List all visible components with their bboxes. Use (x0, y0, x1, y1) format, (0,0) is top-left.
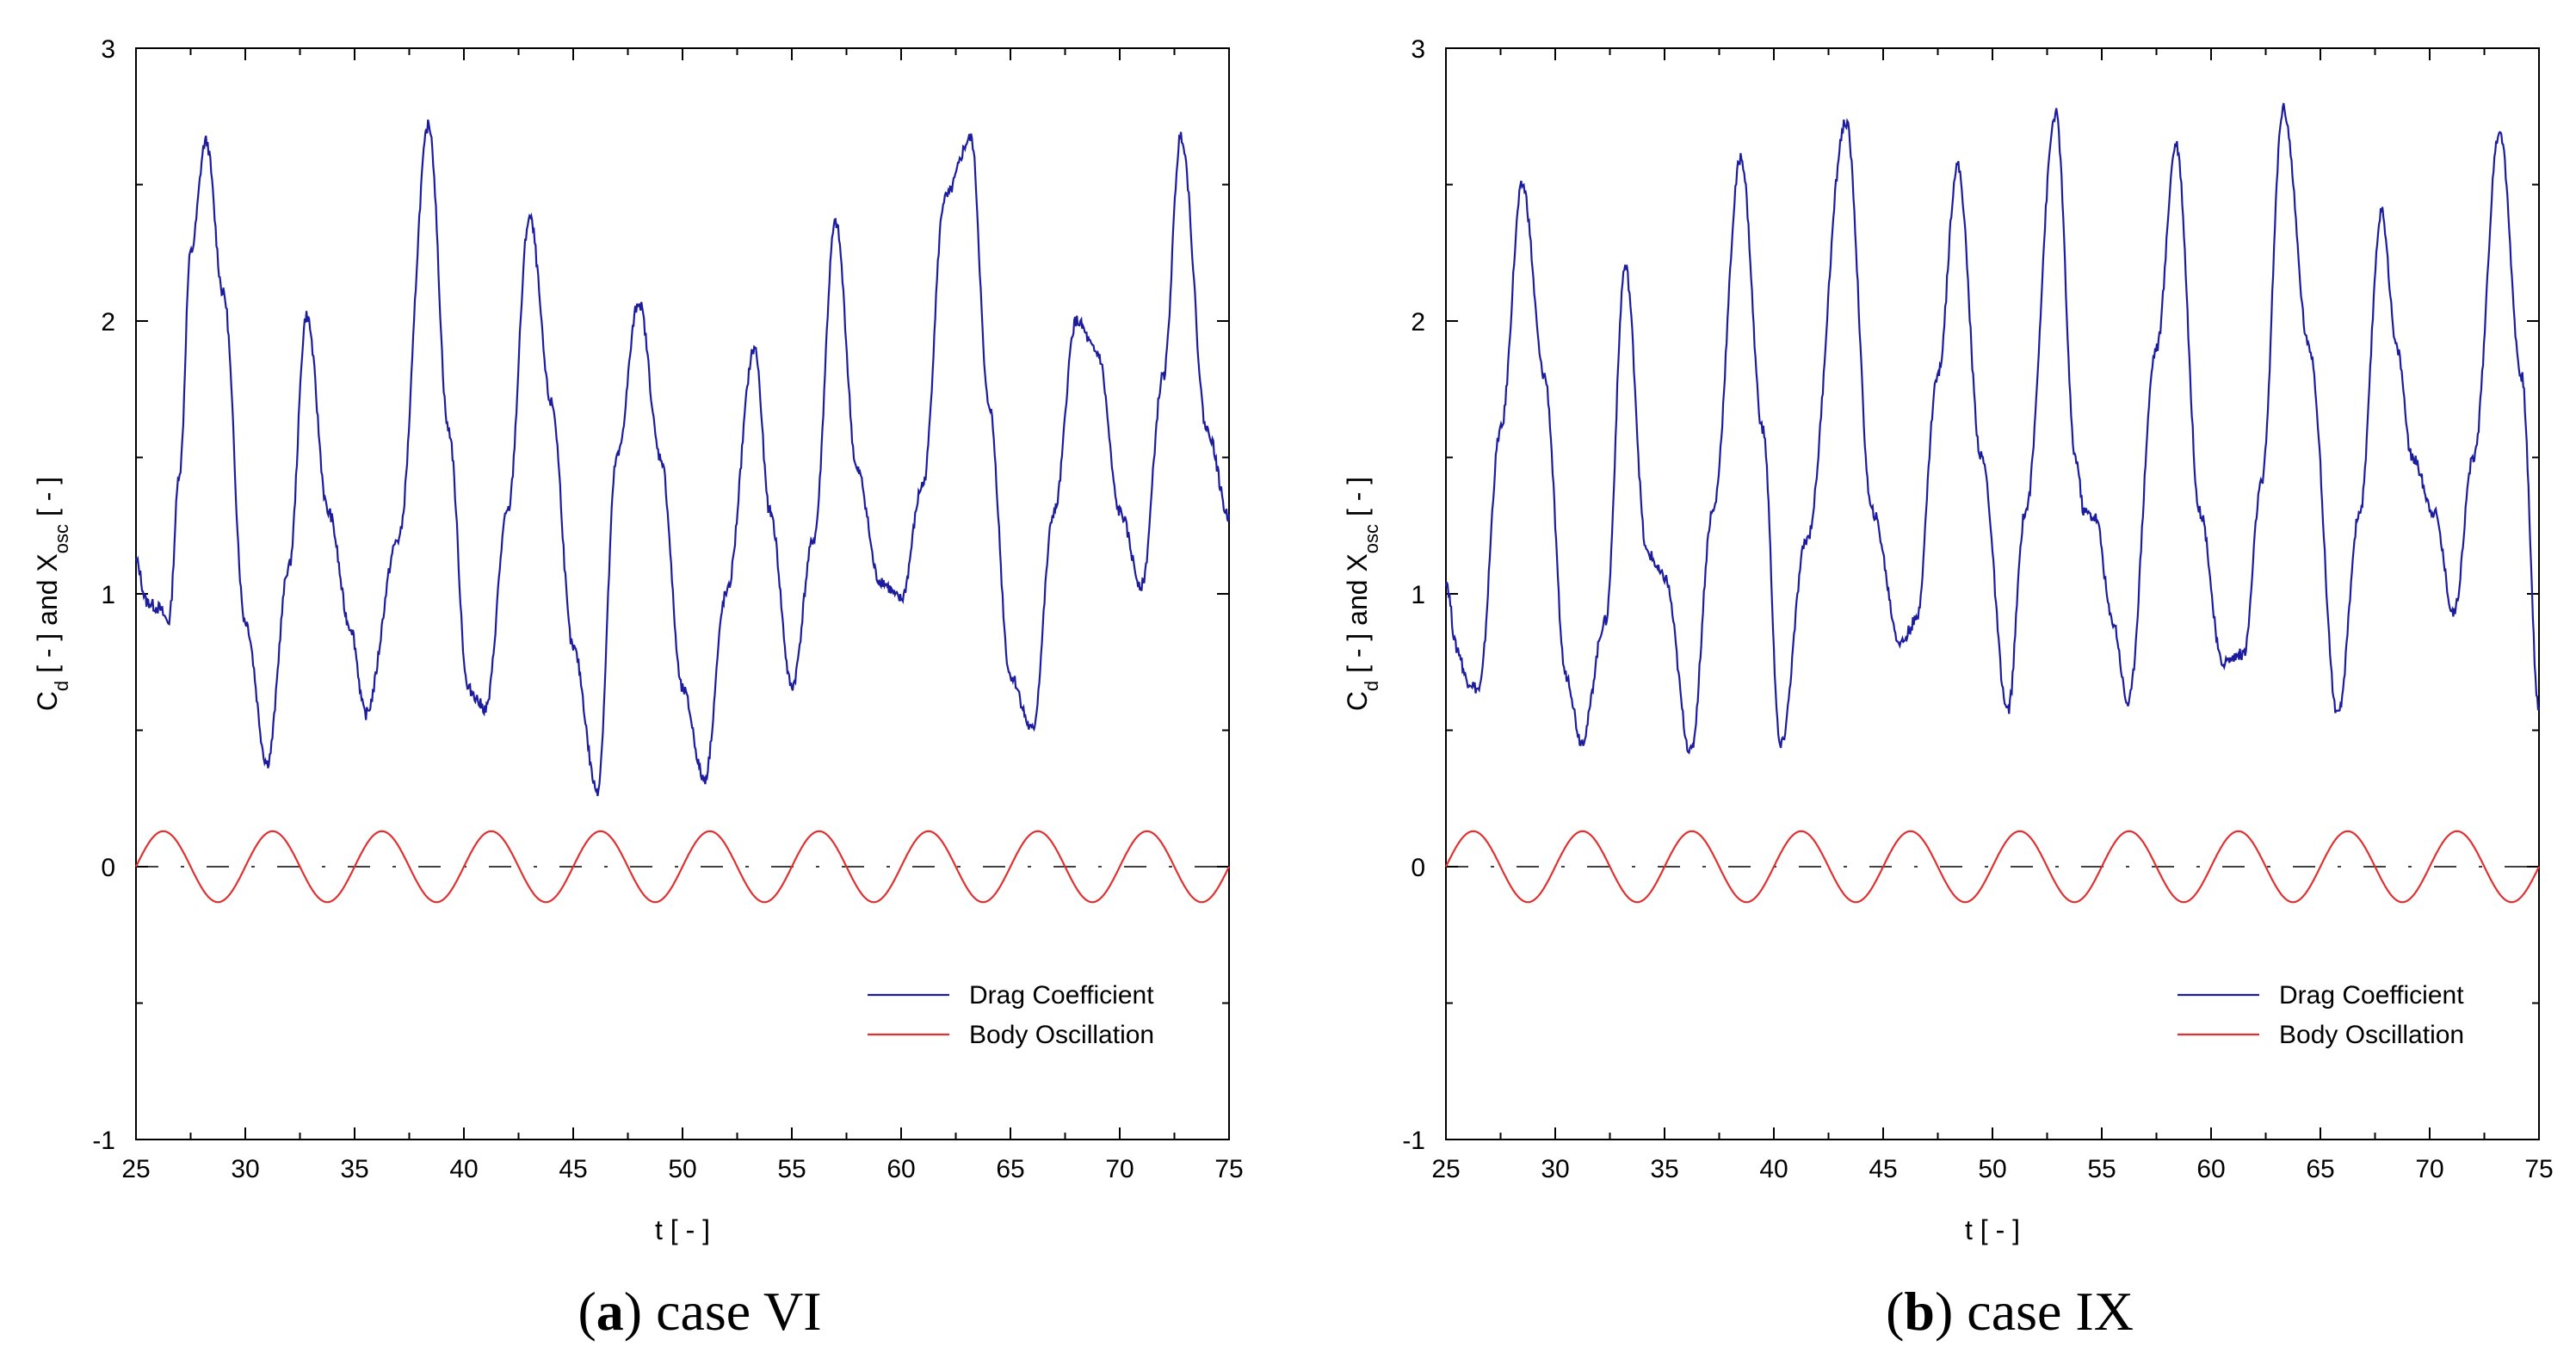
y-axis-title-c: C (32, 691, 63, 711)
caption-paren-close: ) (1935, 1281, 1967, 1342)
caption-letter: a (596, 1281, 624, 1342)
x-tick-label: 65 (996, 1155, 1024, 1183)
x-tick-label: 75 (1214, 1155, 1243, 1183)
y-axis-title-end: [ - ] (1342, 477, 1373, 524)
y-tick-label: -1 (1402, 1127, 1425, 1155)
x-tick-label: 55 (2087, 1155, 2116, 1183)
y-tick-label: 1 (101, 581, 115, 609)
y-axis-title-c: C (1342, 691, 1373, 711)
y-tick-label: 3 (101, 35, 115, 64)
caption-paren-open: ( (578, 1281, 596, 1342)
x-tick-label: 30 (1541, 1155, 1569, 1183)
y-axis-title-c-sub: d (51, 681, 72, 691)
y-axis-title: Cd [ - ] and Xosc [ - ] (1342, 477, 1382, 711)
x-tick-label: 50 (1978, 1155, 2006, 1183)
legend-label-drag: Drag Coefficient (969, 981, 1154, 1010)
legend-label-oscillation: Body Oscillation (2279, 1021, 2464, 1049)
panel-caption: (b) case IX (1886, 1281, 2134, 1342)
chart-panel-b: 25 30 35 40 45 50 55 60 65 70 75 -1 0 1 2 3 t [ - ] Cd [ … (1342, 35, 2554, 1342)
x-axis-title: t [ - ] (655, 1214, 710, 1245)
legend-label-oscillation: Body Oscillation (969, 1021, 1154, 1049)
x-tick-label: 35 (340, 1155, 368, 1183)
series-body-oscillation-line (1445, 830, 2540, 904)
panel-caption: (a) case VI (578, 1281, 821, 1342)
x-tick-label: 40 (449, 1155, 478, 1183)
y-axis-title: Cd [ - ] and Xosc [ - ] (32, 477, 72, 711)
x-tick-label: 35 (1650, 1155, 1678, 1183)
y-axis-title-mid: [ - ] and X (32, 553, 63, 681)
x-tick-label: 40 (1759, 1155, 1788, 1183)
y-tick-label: 3 (1411, 35, 1425, 64)
series-drag-coefficient-line (1444, 102, 2541, 755)
caption-paren-close: ) (624, 1281, 656, 1342)
y-tick-label: -1 (92, 1127, 115, 1155)
x-tick-label: 30 (231, 1155, 259, 1183)
caption-letter: b (1904, 1281, 1935, 1342)
chart-panel-a: 25 30 35 40 45 50 55 60 65 70 75 -1 0 1 2 3 t [ - ] Cd [ … (32, 35, 1244, 1342)
y-axis-title-x-sub: osc (1361, 524, 1382, 553)
caption-text: case VI (656, 1281, 822, 1342)
legend: Drag Coefficient Body Oscillation (2178, 981, 2464, 1049)
legend-label-drag: Drag Coefficient (2279, 981, 2464, 1010)
x-tick-label: 65 (2306, 1155, 2334, 1183)
x-tick-label: 50 (668, 1155, 696, 1183)
x-tick-label: 60 (2196, 1155, 2225, 1183)
y-tick-label: 2 (1411, 308, 1425, 337)
x-tick-label: 75 (2524, 1155, 2553, 1183)
x-tick-label: 25 (1431, 1155, 1460, 1183)
y-axis-title-c-sub: d (1361, 681, 1382, 691)
y-axis-title-x-sub: osc (51, 524, 72, 553)
x-tick-label: 55 (777, 1155, 806, 1183)
y-axis-title-end: [ - ] (32, 477, 63, 524)
x-tick-label: 25 (121, 1155, 150, 1183)
x-tick-label: 45 (559, 1155, 587, 1183)
x-axis-title: t [ - ] (1965, 1214, 2020, 1245)
series-body-oscillation-line (135, 830, 1230, 904)
x-tick-label: 60 (886, 1155, 915, 1183)
y-tick-label: 2 (101, 308, 115, 337)
y-tick-label: 1 (1411, 581, 1425, 609)
y-tick-label: 0 (101, 854, 115, 882)
y-axis-title-mid: [ - ] and X (1342, 553, 1373, 681)
series-drag-coefficient-line (134, 119, 1231, 796)
x-tick-label: 70 (1105, 1155, 1134, 1183)
caption-text: case IX (1967, 1281, 2134, 1342)
x-tick-label: 70 (2415, 1155, 2443, 1183)
x-tick-label: 45 (1869, 1155, 1897, 1183)
y-tick-label: 0 (1411, 854, 1425, 882)
legend: Drag Coefficient Body Oscillation (868, 981, 1154, 1049)
caption-paren-open: ( (1886, 1281, 1904, 1342)
